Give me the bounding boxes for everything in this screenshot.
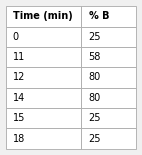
Bar — [6, 108, 82, 128]
Text: 25: 25 — [89, 113, 101, 123]
Text: 25: 25 — [89, 134, 101, 144]
Text: 12: 12 — [13, 73, 25, 82]
Bar — [6, 67, 82, 88]
Text: 14: 14 — [13, 93, 25, 103]
Bar — [6, 27, 82, 47]
Bar — [82, 88, 136, 108]
Bar — [82, 67, 136, 88]
Text: 80: 80 — [89, 73, 101, 82]
Text: 18: 18 — [13, 134, 25, 144]
Text: 15: 15 — [13, 113, 25, 123]
Text: % B: % B — [89, 11, 109, 21]
Bar — [82, 108, 136, 128]
Text: 11: 11 — [13, 52, 25, 62]
Text: 25: 25 — [89, 32, 101, 42]
Bar — [6, 47, 82, 67]
Bar — [82, 27, 136, 47]
Text: 80: 80 — [89, 93, 101, 103]
Text: Time (min): Time (min) — [13, 11, 73, 21]
Bar — [82, 128, 136, 149]
Bar — [6, 128, 82, 149]
Text: 0: 0 — [13, 32, 19, 42]
Bar — [6, 6, 82, 27]
Bar — [6, 88, 82, 108]
Bar — [82, 47, 136, 67]
Text: 58: 58 — [89, 52, 101, 62]
Bar — [82, 6, 136, 27]
